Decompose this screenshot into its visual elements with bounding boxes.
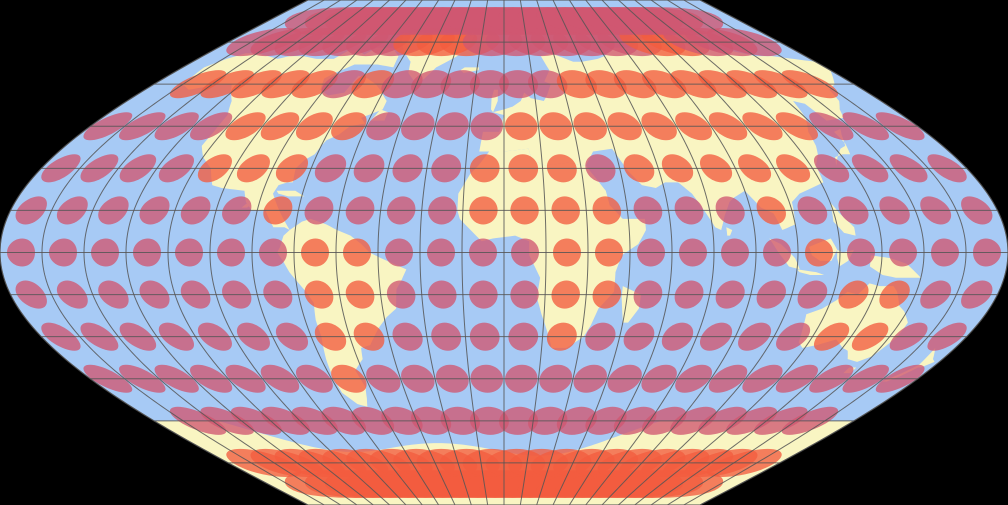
meridian-line — [683, 0, 967, 505]
meridian-line — [650, 0, 883, 505]
meridian-line — [461, 0, 489, 505]
meridian-line — [293, 0, 423, 505]
meridian-line — [83, 0, 341, 505]
landmass-cuba — [276, 190, 305, 197]
meridian-line — [419, 0, 472, 505]
meridian-line — [519, 0, 547, 505]
meridian-line — [618, 0, 799, 505]
meridian-line — [209, 0, 390, 505]
meridian-line — [667, 0, 925, 505]
meridian-line — [634, 0, 841, 505]
meridian-line — [167, 0, 374, 505]
meridian-line — [568, 0, 673, 505]
tissot-ellipse — [610, 469, 724, 498]
meridian-line — [585, 0, 715, 505]
meridian-line — [251, 0, 407, 505]
landmass-india-lobe — [685, 162, 745, 231]
meridian-line — [41, 0, 325, 505]
meridian-line — [552, 0, 631, 505]
meridian-line — [377, 0, 456, 505]
landmass-sri-lanka — [726, 227, 733, 236]
landmass-new-guinea — [869, 255, 921, 278]
meridian-line — [601, 0, 757, 505]
landmass-java — [797, 269, 825, 275]
meridian-line — [536, 0, 589, 505]
landmass-south-america — [277, 218, 407, 407]
tissot-ellipse — [610, 7, 724, 36]
meridian-line — [125, 0, 358, 505]
meridian-line — [335, 0, 440, 505]
landmass-new-zealand — [882, 347, 936, 382]
